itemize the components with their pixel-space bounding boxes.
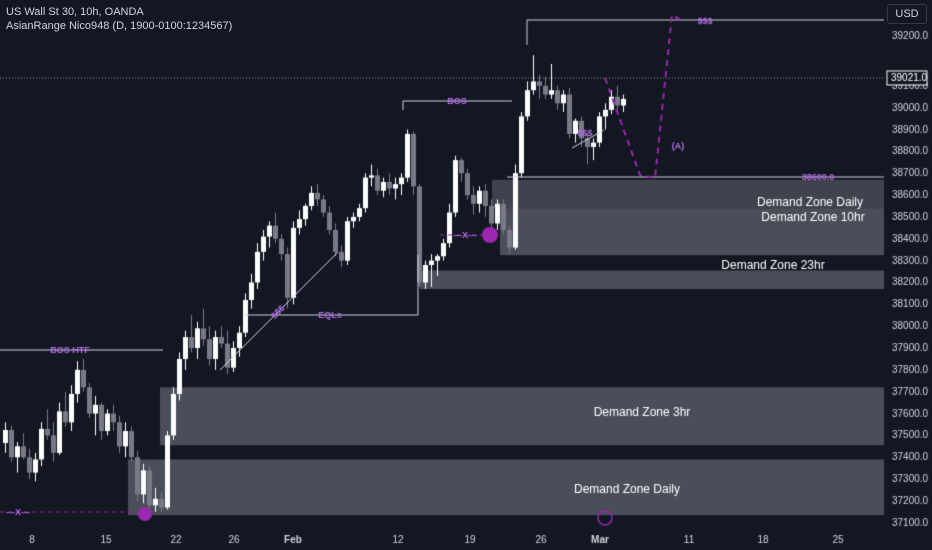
symbol-title: US Wall St 30, 10h, OANDA (6, 6, 144, 18)
currency-button[interactable]: USD (887, 4, 927, 24)
indicator-label: AsianRange Nico948 (D, 1900-0100:1234567… (6, 20, 233, 32)
chart-legend: US Wall St 30, 10h, OANDA AsianRange Nic… (6, 5, 232, 33)
